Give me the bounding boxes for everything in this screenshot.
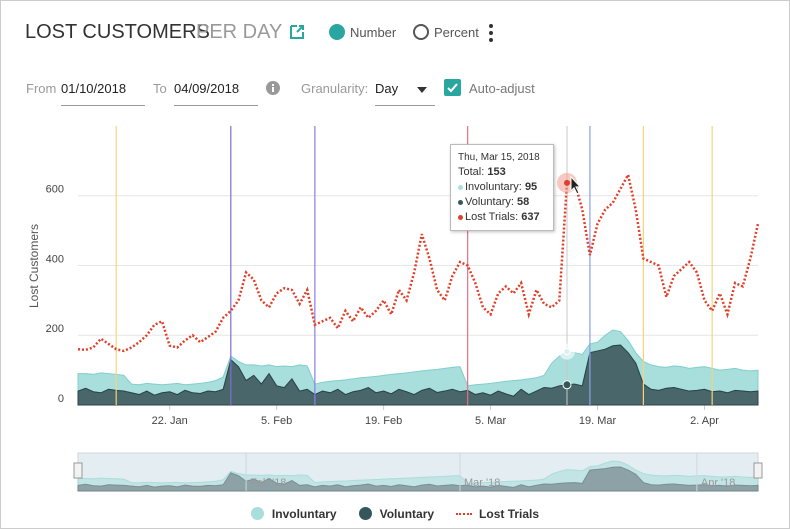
- legend-symbol: [358, 507, 372, 520]
- y-tick-label: 600: [46, 184, 64, 196]
- hover-marker: [563, 179, 570, 186]
- x-tick-label: 2. Apr: [690, 415, 719, 427]
- y-tick-label: 200: [46, 323, 64, 335]
- tooltip-label: Voluntary:: [465, 196, 514, 208]
- area-involuntary: [77, 329, 759, 397]
- legend-symbol: [456, 513, 473, 515]
- hover-marker: [562, 380, 572, 390]
- hover-marker: [563, 348, 571, 356]
- checkbox[interactable]: [444, 79, 461, 96]
- tooltip-value: 95: [524, 181, 538, 193]
- y-axis-label: Lost Customers: [27, 224, 41, 308]
- to-input[interactable]: 04/09/2018: [174, 81, 258, 106]
- tooltip-row: Voluntary: 58: [458, 195, 546, 210]
- tooltip-label: Involuntary:: [465, 181, 522, 193]
- granularity-label: Granularity:: [301, 81, 369, 96]
- open-link-icon[interactable]: [288, 23, 306, 41]
- navigator-handle[interactable]: [73, 462, 83, 479]
- title: LOST CUSTOMERS: [25, 21, 210, 43]
- to-label: To: [153, 81, 167, 96]
- legend-item[interactable]: Voluntary: [358, 507, 435, 521]
- legend-symbol: [250, 507, 264, 520]
- subtitle: PER DAY: [196, 21, 283, 43]
- radio-number[interactable]: [328, 23, 346, 41]
- navigator-label: Mar '18: [464, 477, 500, 489]
- tooltip-row: Lost Trials: 637: [458, 210, 546, 225]
- x-tick-label: 5. Feb: [261, 415, 292, 427]
- navigator-handle[interactable]: [753, 462, 763, 479]
- from-input[interactable]: 01/10/2018: [61, 81, 145, 106]
- y-tick-label: 400: [46, 253, 64, 265]
- area-voluntary: [77, 466, 759, 492]
- y-tick-label: 0: [58, 393, 64, 405]
- tooltip-dot: [458, 214, 463, 220]
- line-lost-trials: [77, 171, 760, 353]
- tooltip-date: Thu, Mar 15, 2018: [458, 152, 540, 163]
- menu-icon[interactable]: [485, 23, 497, 43]
- tooltip-dot: [458, 199, 463, 205]
- tooltip-value: 637: [521, 211, 540, 223]
- checkbox-label: Auto-adjust: [469, 81, 535, 96]
- legend-label: Involuntary: [271, 507, 337, 521]
- radio-label: Number: [350, 25, 397, 40]
- navigator-series: [77, 460, 759, 492]
- tooltip-row: Involuntary: 95: [458, 180, 546, 195]
- radio-label: Percent: [434, 25, 479, 40]
- legend-item[interactable]: Involuntary: [250, 507, 337, 521]
- tooltip: Thu, Mar 15, 2018 Total: 153 Involuntary: …: [450, 144, 554, 231]
- legend-label: Voluntary: [379, 507, 435, 521]
- tooltip-value: 153: [487, 166, 506, 178]
- x-tick-label: 19. Mar: [579, 415, 617, 427]
- navigator-label: Apr '18: [701, 477, 736, 489]
- legend-item[interactable]: Lost Trials: [456, 507, 539, 521]
- info-icon[interactable]: [266, 81, 280, 95]
- tooltip-label: Lost Trials:: [465, 211, 519, 223]
- cursor: [570, 175, 582, 195]
- legend-label: Lost Trials: [479, 507, 540, 521]
- x-tick-label: 5. Mar: [475, 415, 507, 427]
- dropdown-arrow: [417, 87, 427, 93]
- tooltip-label: Total:: [458, 166, 485, 178]
- tooltip-row: Total: 153: [458, 165, 546, 180]
- radio-percent[interactable]: [412, 23, 430, 41]
- tooltip-value: 58: [516, 196, 530, 208]
- from-label: From: [26, 81, 57, 96]
- tooltip-dot: [458, 184, 463, 190]
- x-tick-label: 19. Feb: [365, 415, 402, 427]
- granularity-select[interactable]: Day: [375, 81, 435, 106]
- legend: Involuntary Voluntary Lost Trials: [1, 507, 789, 521]
- navigator-label: Feb '18: [250, 477, 286, 489]
- area-voluntary: [77, 344, 759, 406]
- x-tick-label: 22. Jan: [152, 415, 188, 427]
